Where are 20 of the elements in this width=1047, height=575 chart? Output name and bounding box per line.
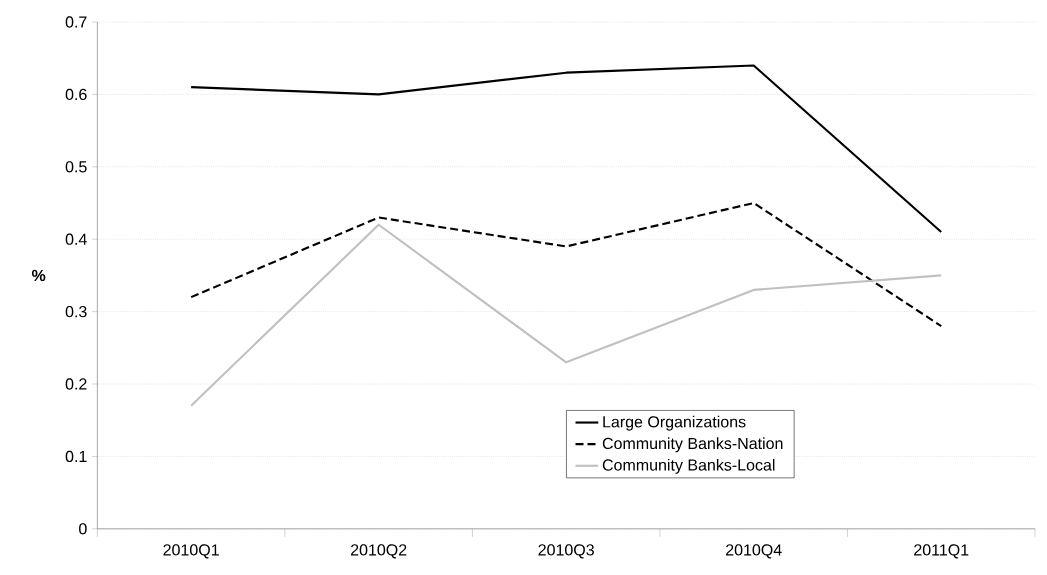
y-tick-label: 0.7 [65,16,87,28]
line-series [190,202,943,328]
legend-label: Community Banks-Local [602,459,775,474]
legend-label: Community Banks-Nation [602,437,783,453]
legend-label: Large Organizations [603,415,746,431]
line-series [190,64,943,234]
line-series [190,223,943,407]
y-tick-label: 0.3 [65,306,87,318]
y-tick-label: 0.6 [65,88,87,101]
y-tick-label: 0 [79,523,87,535]
x-tick-label: 2010Q3 [538,544,594,559]
y-tick-label: 0.1 [65,450,87,463]
y-tick-label: 0.2 [65,378,87,390]
x-tick-label: 2010Q2 [350,544,407,559]
x-tick-label: 2010Q4 [726,544,782,559]
x-tick-label: 2011Q1 [914,544,969,559]
x-tick-label: 2010Q1 [163,544,219,559]
y-tick-label: 0.5 [65,161,87,173]
y-axis-title: % [31,269,46,282]
y-tick-label: 0.4 [65,233,87,245]
